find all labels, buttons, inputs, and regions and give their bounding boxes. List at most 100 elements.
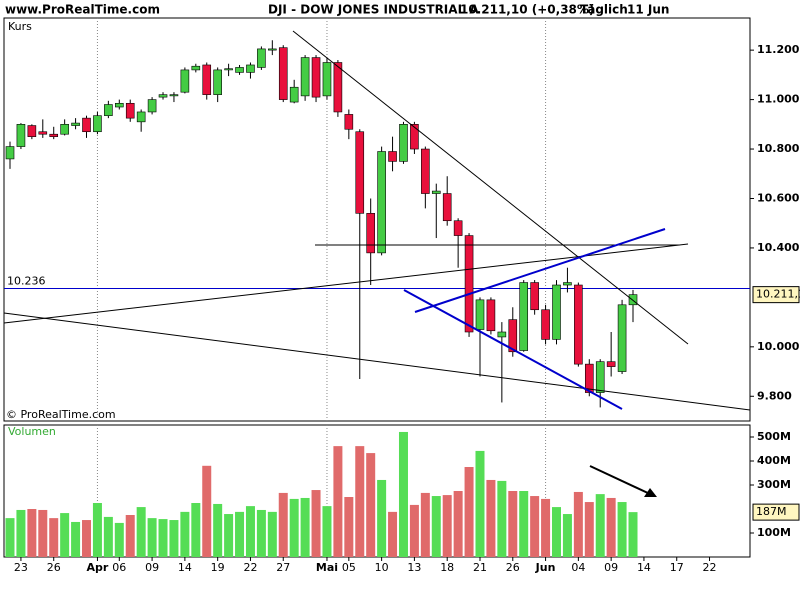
candle-body — [257, 48, 266, 68]
watermark: © ProRealTime.com — [6, 408, 116, 421]
last-value-label: 10.211,1 — [756, 288, 800, 301]
candle-body — [355, 131, 365, 214]
candle-body — [508, 319, 518, 353]
volume-bar — [5, 518, 15, 557]
volume-bar — [202, 465, 212, 557]
x-tick-label: 22 — [703, 561, 717, 574]
x-tick-label: 21 — [473, 561, 487, 574]
y-tick-label: 9.800 — [757, 389, 792, 402]
volume-bar — [409, 504, 419, 557]
candle-body — [584, 363, 594, 393]
volume-bar — [82, 520, 92, 557]
x-tick-label: 22 — [243, 561, 257, 574]
reference-label: 10.236 — [7, 274, 46, 287]
x-tick-label: 13 — [407, 561, 421, 574]
candle-body — [191, 65, 201, 71]
volume-bar — [49, 518, 59, 557]
volume-bar — [289, 498, 299, 557]
candle-body — [530, 282, 539, 311]
candle-body — [606, 361, 616, 367]
candle-body — [125, 102, 135, 119]
candle-body — [399, 124, 408, 162]
candle-body — [453, 220, 463, 236]
volume-bar — [311, 490, 321, 557]
x-tick-label: 06 — [112, 561, 126, 574]
volume-bar — [617, 502, 627, 557]
candle-body — [213, 69, 222, 95]
volume-frame — [3, 424, 751, 558]
x-tick-label: Jun — [535, 561, 556, 574]
volume-bar — [191, 503, 201, 557]
volume-bar — [344, 497, 354, 557]
site: www.ProRealTime.com — [5, 3, 160, 17]
volume-bar — [267, 511, 277, 557]
volume-bar — [355, 446, 365, 557]
volume-bar — [92, 503, 102, 557]
candle-body — [16, 124, 26, 147]
volume-bar — [388, 511, 398, 557]
candle-body — [235, 67, 244, 73]
candle-body — [410, 124, 419, 150]
x-tick-label: 10 — [375, 561, 389, 574]
candle-body — [60, 124, 69, 135]
candle-body — [38, 131, 48, 135]
volume-bar — [103, 516, 113, 557]
x-tick-label: 05 — [342, 561, 356, 574]
x-tick-label: Apr — [87, 561, 109, 574]
x-tick-label: 23 — [14, 561, 28, 574]
volume-bar — [224, 514, 234, 557]
last-value-box — [752, 286, 800, 304]
trend-lines — [3, 30, 751, 497]
volume-bar — [453, 491, 463, 557]
candle-body — [27, 125, 37, 137]
candle-body — [180, 69, 190, 93]
instrument: DJI - DOW JONES INDUSTRIAL A — [268, 3, 479, 17]
candle-body — [464, 235, 474, 333]
x-tick-label: 18 — [440, 561, 454, 574]
volume-bar — [245, 506, 255, 557]
candle-body — [322, 62, 332, 97]
volume-bar — [278, 492, 288, 557]
arrow-line — [589, 465, 651, 495]
volume-bar — [431, 496, 441, 557]
y-tick-label: 100M — [757, 526, 791, 539]
quote: 10.211,10 (+0,38%) — [460, 3, 594, 17]
x-tick-label: 14 — [637, 561, 651, 574]
y-tick-label: 300M — [757, 478, 791, 491]
candle-body — [93, 115, 102, 133]
candle-body — [333, 62, 343, 113]
volume-bar — [562, 514, 572, 557]
candle-body — [268, 48, 277, 51]
volume-bar — [584, 502, 594, 557]
candle-body — [71, 122, 80, 126]
trend-line — [3, 243, 689, 324]
volume-bar — [366, 453, 376, 557]
volume-bar — [628, 512, 638, 557]
candle-body — [202, 64, 212, 95]
candle-body — [486, 299, 496, 332]
volume-bar — [158, 519, 168, 557]
arrow-head — [644, 488, 657, 497]
volume-bar — [322, 506, 332, 557]
candle-body — [377, 151, 386, 254]
candle-body — [311, 57, 321, 98]
y-tick-label: 10.800 — [757, 142, 800, 155]
volume-bar — [16, 509, 26, 557]
x-tick-label: 26 — [506, 561, 520, 574]
volume-bar — [552, 507, 561, 557]
x-tick-label: Mai — [316, 561, 338, 574]
period: Täglich — [580, 3, 628, 17]
candle-body — [563, 282, 572, 286]
y-tick-label: 10.000 — [757, 340, 800, 353]
candle-body — [519, 282, 529, 351]
y-tick-label: 400M — [757, 454, 791, 467]
candle-body — [628, 294, 638, 306]
candle-body — [224, 68, 233, 71]
y-tick-label: 500M — [757, 430, 791, 443]
marks: 23 26 Apr 06 09 14 19 22 27 Mai 05 10 13 18 21 26 Jun 04 0… — [4, 18, 800, 574]
volume-bar — [508, 491, 518, 557]
y-tick-label: 10.400 — [757, 241, 800, 254]
x-tick-label: 04 — [571, 561, 585, 574]
volume-bar — [606, 497, 616, 557]
y-tick-label: 11.000 — [757, 93, 800, 106]
